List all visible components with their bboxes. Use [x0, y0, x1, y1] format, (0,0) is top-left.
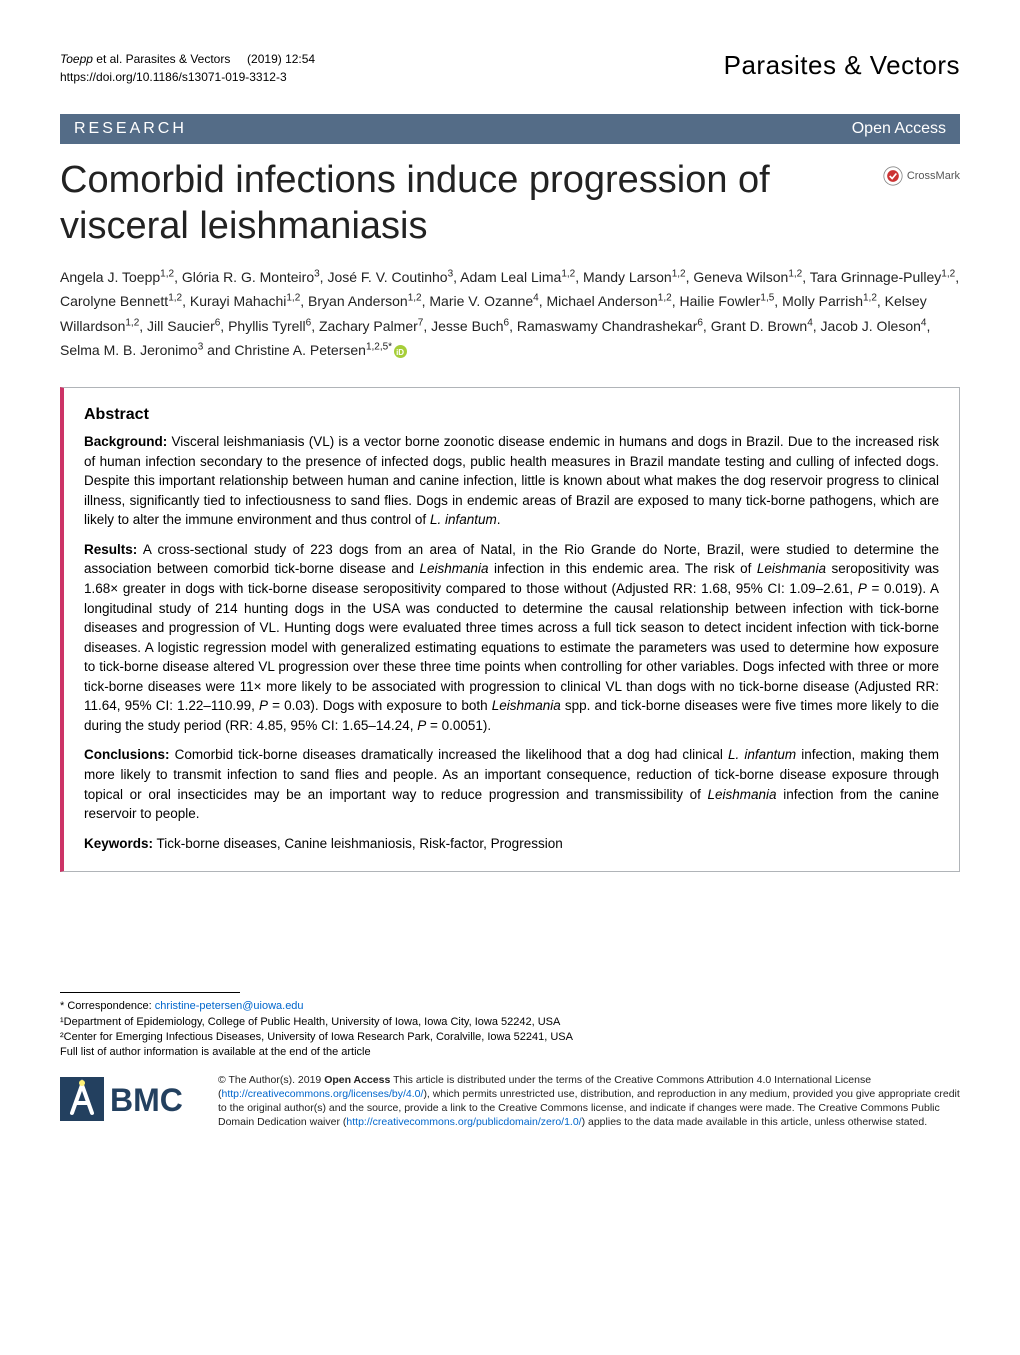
cc0-link[interactable]: http://creativecommons.org/publicdomain/… [346, 1116, 581, 1128]
affiliation-note: Full list of author information is avail… [60, 1045, 960, 1060]
abstract-keywords: Keywords: Tick-borne diseases, Canine le… [84, 834, 939, 854]
license-row: BMC © The Author(s). 2019 Open Access Th… [60, 1073, 960, 1130]
cc-by-link[interactable]: http://creativecommons.org/licenses/by/4… [222, 1088, 424, 1100]
article-type-banner: RESEARCH Open Access [60, 114, 960, 144]
correspondence-email[interactable]: christine-petersen@uiowa.edu [155, 1000, 304, 1012]
correspondence-block: * Correspondence: christine-petersen@uio… [60, 999, 960, 1061]
crossmark-icon [883, 166, 903, 186]
bmc-logo-icon: BMC [60, 1073, 200, 1127]
author-list: Angela J. Toepp1,2, Glória R. G. Monteir… [60, 265, 960, 363]
journal-title: Parasites & Vectors [724, 50, 960, 81]
citation-doi: https://doi.org/10.1186/s13071-019-3312-… [60, 68, 315, 86]
abstract-box: Abstract Background: Visceral leishmania… [60, 387, 960, 872]
footer-separator [60, 992, 240, 993]
abstract-heading: Abstract [84, 406, 939, 424]
crossmark-badge[interactable]: CrossMark [883, 166, 960, 186]
affiliation-2: ²Center for Emerging Infectious Diseases… [60, 1030, 960, 1045]
crossmark-label: CrossMark [907, 170, 960, 182]
affiliation-1: ¹Department of Epidemiology, College of … [60, 1015, 960, 1030]
open-access-label: Open Access [852, 120, 946, 138]
citation-block: Toepp et al. Parasites & Vectors (2019) … [60, 50, 315, 86]
article-title: Comorbid infections induce progression o… [60, 158, 871, 249]
citation-authors: Toepp [60, 52, 93, 66]
citation-journal: et al. Parasites & Vectors [96, 52, 230, 66]
abstract-results: Results: A cross-sectional study of 223 … [84, 540, 939, 736]
citation-year: (2019) 12:54 [247, 52, 315, 66]
correspondence-label: * Correspondence: [60, 1000, 152, 1012]
article-type: RESEARCH [74, 120, 187, 138]
orcid-icon[interactable] [394, 345, 407, 358]
license-text: © The Author(s). 2019 Open Access This a… [218, 1073, 960, 1130]
svg-text:BMC: BMC [110, 1082, 183, 1118]
header-row: Toepp et al. Parasites & Vectors (2019) … [60, 50, 960, 86]
abstract-background: Background: Visceral leishmaniasis (VL) … [84, 432, 939, 530]
abstract-conclusions: Conclusions: Comorbid tick-borne disease… [84, 745, 939, 823]
